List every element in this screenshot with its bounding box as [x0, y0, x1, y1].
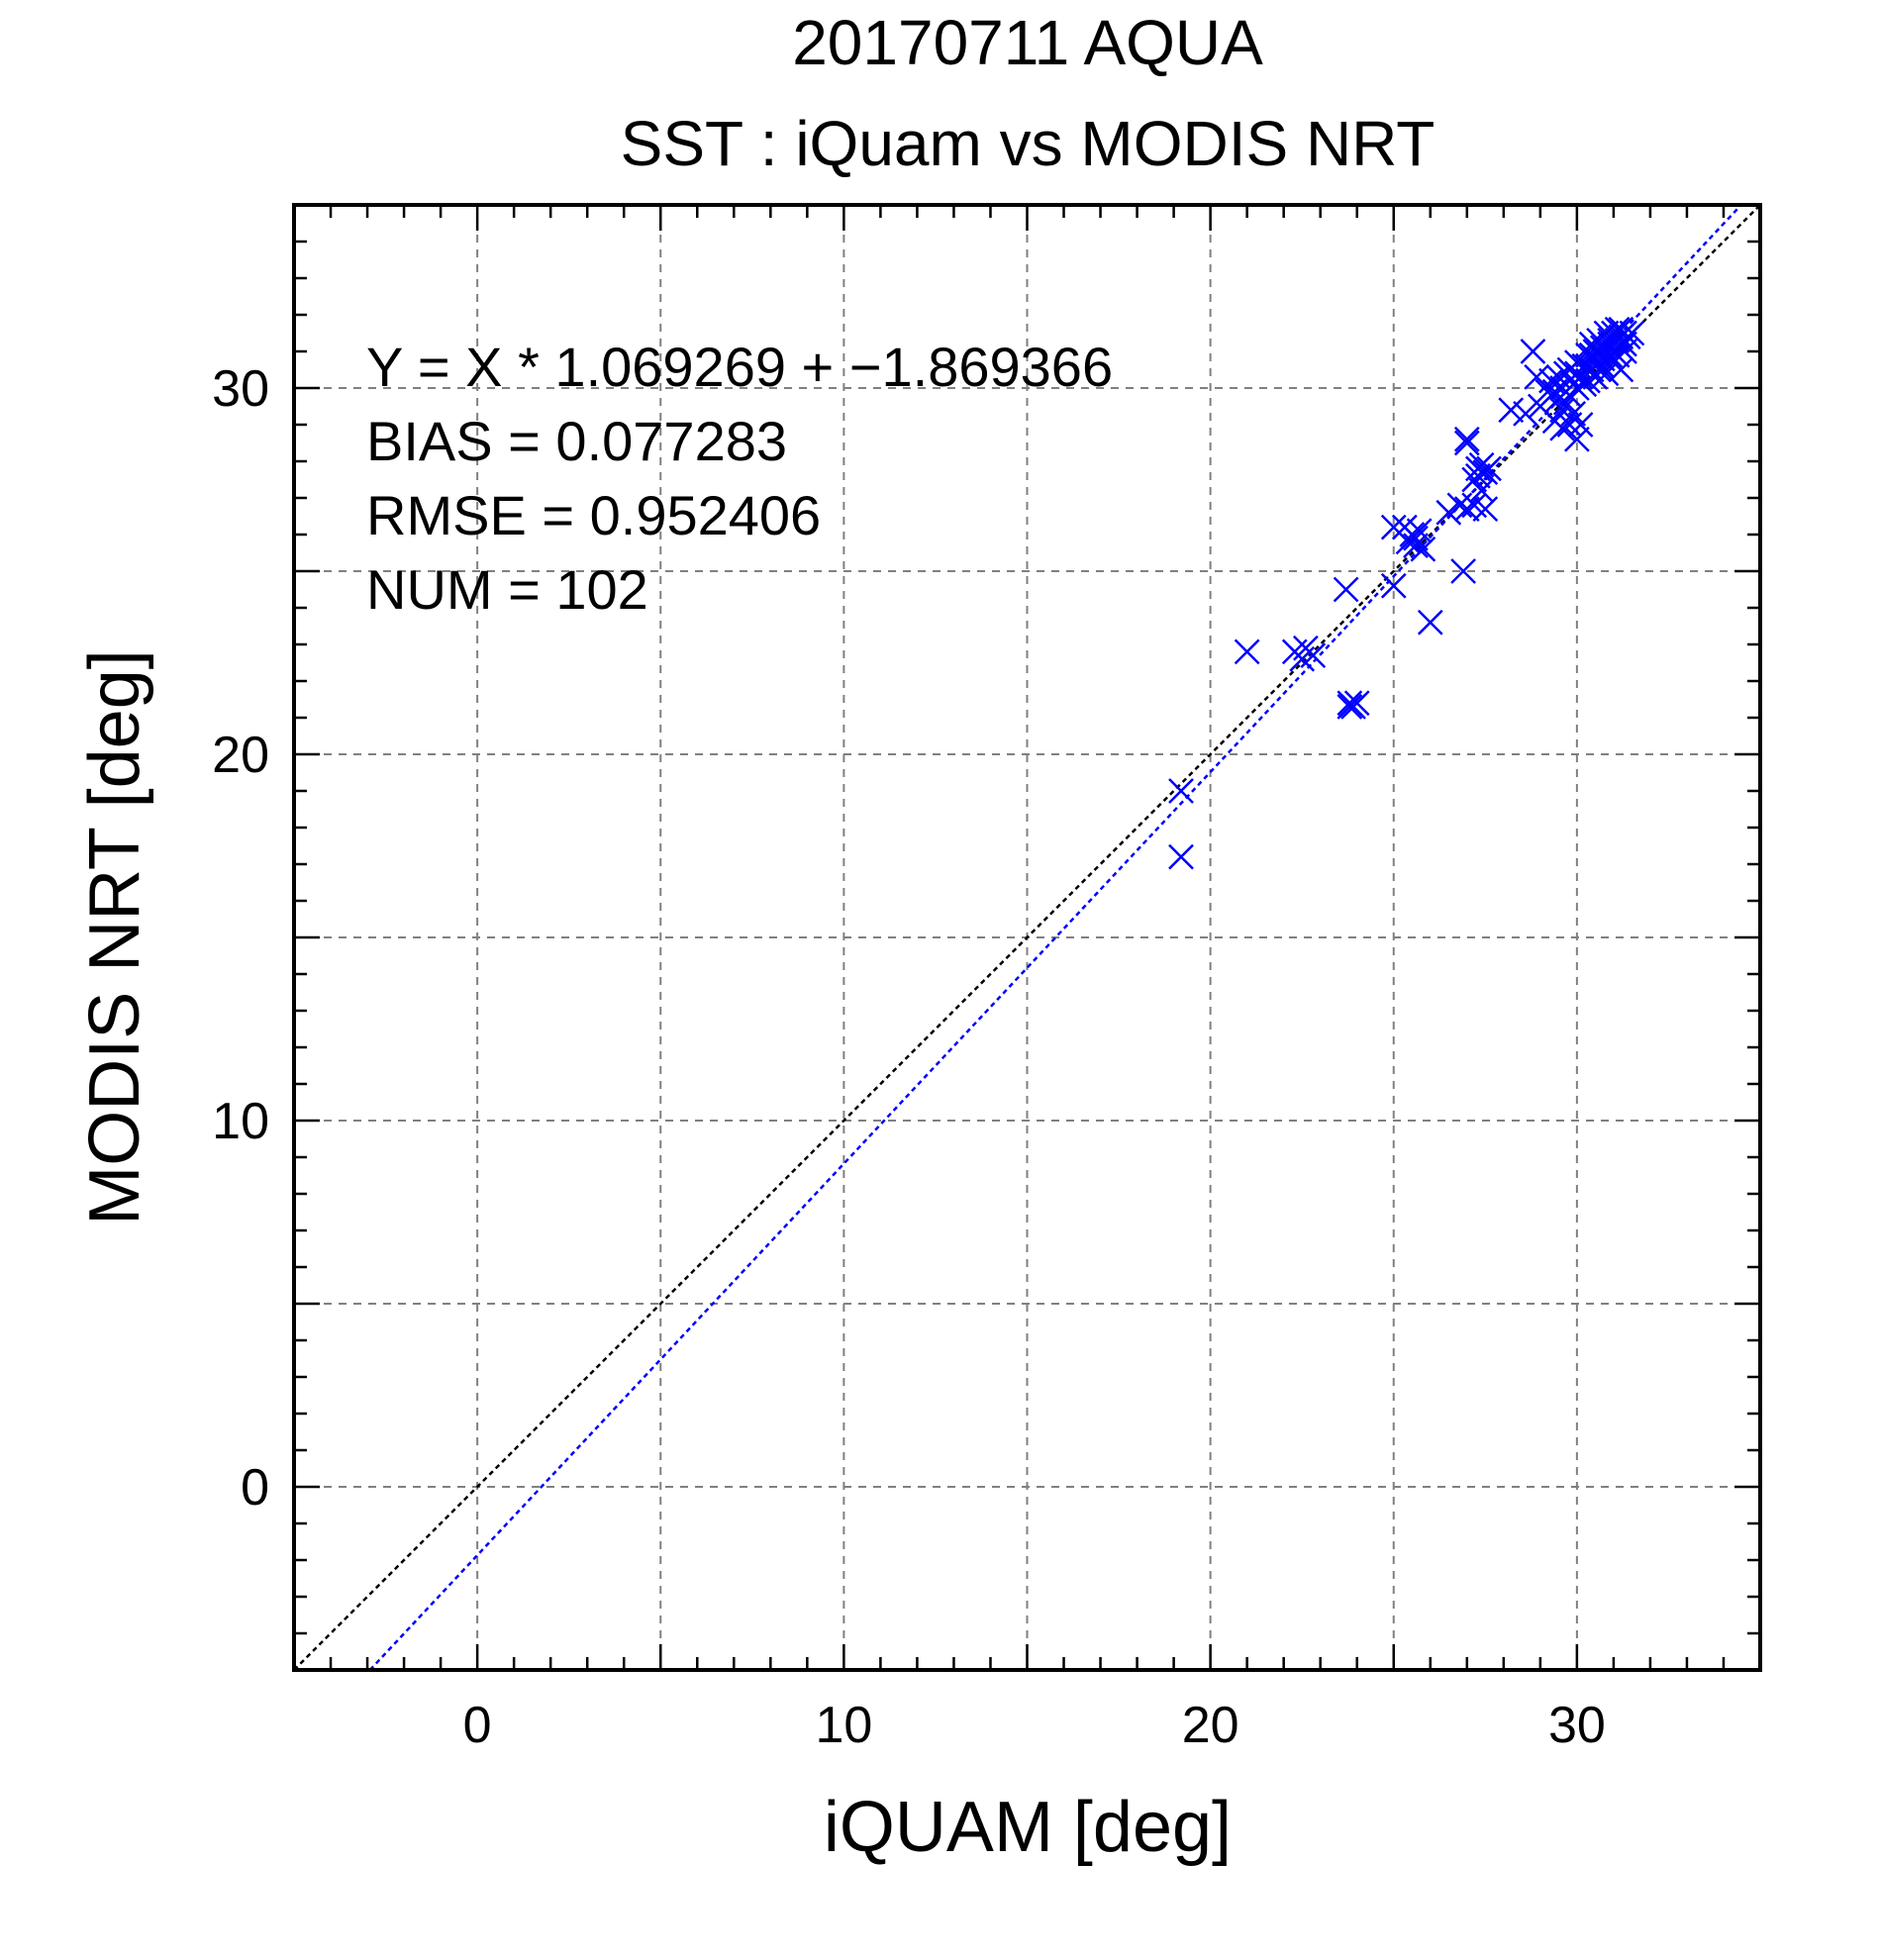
x-tick-label: 20 — [1182, 1697, 1239, 1754]
data-point — [1593, 339, 1620, 364]
chart-subtitle: SST : iQuam vs MODIS NRT — [621, 108, 1436, 179]
data-point — [1450, 558, 1476, 584]
grid-lines — [294, 205, 1760, 1670]
data-point — [1612, 339, 1637, 364]
data-point — [1403, 533, 1429, 558]
data-point — [1513, 401, 1538, 427]
x-tick-label: 0 — [463, 1697, 492, 1754]
data-point — [1472, 496, 1499, 522]
data-point — [1446, 492, 1473, 519]
data-point — [1343, 690, 1370, 717]
rmse-value: RMSE = 0.952406 — [366, 484, 821, 546]
data-point — [1453, 430, 1480, 456]
num-value: NUM = 102 — [366, 558, 648, 621]
identity-line — [293, 204, 1761, 1671]
data-point — [1567, 412, 1594, 438]
reference-lines — [293, 204, 1761, 1671]
data-point — [1586, 356, 1612, 383]
tick-labels: 0 10 20 30 0 10 20 30 — [212, 360, 1606, 1754]
y-tick-label: 0 — [241, 1459, 269, 1517]
axis-ticks — [294, 205, 1760, 1670]
data-point — [1410, 536, 1436, 562]
data-point — [1403, 525, 1429, 551]
fit-equation: Y = X * 1.069269 + −1.869366 — [366, 336, 1113, 398]
data-point — [1380, 572, 1407, 599]
data-point — [1498, 397, 1525, 424]
bias-value: BIAS = 0.077283 — [366, 410, 787, 472]
data-point — [1541, 378, 1568, 405]
regression-line — [368, 204, 1742, 1671]
data-point — [1476, 455, 1502, 482]
data-point — [1453, 426, 1480, 452]
data-point — [1612, 331, 1637, 357]
y-tick-label: 30 — [212, 360, 269, 418]
data-point — [1333, 576, 1359, 603]
x-axis-label: iQUAM [deg] — [824, 1788, 1232, 1867]
y-tick-label: 10 — [212, 1093, 269, 1150]
data-point — [1556, 382, 1583, 409]
data-points — [1168, 316, 1645, 870]
y-axis-label: MODIS NRT [deg] — [75, 649, 154, 1225]
x-tick-label: 10 — [815, 1697, 872, 1754]
data-point — [1563, 426, 1590, 452]
data-point — [1336, 694, 1363, 720]
data-point — [1300, 642, 1327, 668]
data-point — [1578, 342, 1605, 368]
x-tick-label: 30 — [1548, 1697, 1606, 1754]
y-tick-label: 20 — [212, 727, 269, 784]
data-point — [1234, 638, 1260, 665]
data-point — [1453, 496, 1480, 522]
data-point — [1417, 609, 1443, 636]
data-point — [1465, 455, 1491, 482]
data-point — [1549, 397, 1575, 424]
data-point — [1524, 364, 1550, 390]
chart-title: 20170711 AQUA — [792, 7, 1263, 78]
data-point — [1168, 778, 1194, 804]
data-point — [1563, 360, 1590, 387]
data-point — [1520, 339, 1546, 364]
data-point — [1168, 843, 1194, 870]
